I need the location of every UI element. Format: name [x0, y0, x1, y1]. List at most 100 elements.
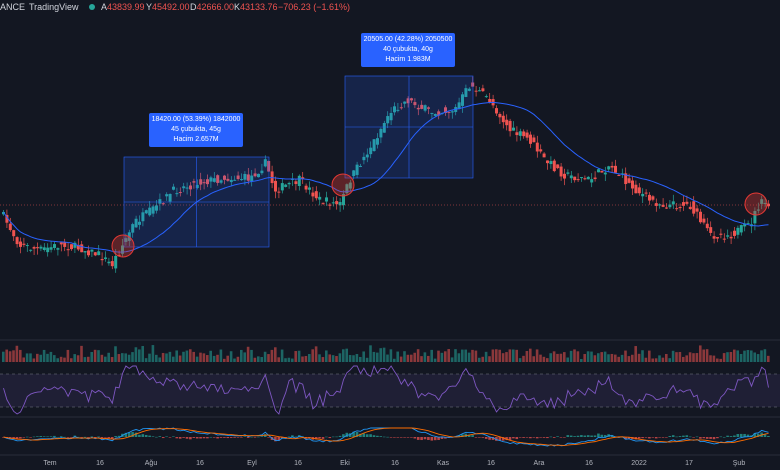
candle-body: [617, 175, 621, 177]
candle-body: [338, 202, 342, 206]
macd-bar: [151, 436, 155, 437]
candle-body: [753, 210, 757, 224]
candle-body: [233, 179, 237, 181]
candle-body: [22, 243, 26, 245]
macd-bar: [192, 437, 196, 438]
macd-bar: [263, 434, 267, 437]
volume-bar: [73, 354, 76, 362]
candle-body: [739, 225, 743, 233]
macd-bar: [685, 435, 689, 437]
candle-body: [515, 132, 519, 136]
macd-bar: [56, 436, 60, 438]
candle-body: [5, 214, 9, 223]
chart-header: ANCE TradingView A43839.99 Y45492.00 D42…: [0, 0, 780, 14]
macd-bar: [365, 434, 369, 437]
candle-body: [93, 252, 97, 256]
volume-bar: [416, 349, 420, 362]
macd-bar: [597, 433, 600, 437]
candle-body: [376, 138, 379, 145]
candle-body: [403, 101, 407, 104]
volume-bar: [212, 355, 216, 362]
volume-bar: [413, 352, 416, 362]
macd-bar: [22, 437, 26, 438]
measure-boxes: [123, 75, 474, 248]
macd-bar: [386, 436, 389, 438]
candle-body: [675, 208, 679, 210]
macd-bar: [100, 437, 104, 439]
volume-bar: [512, 349, 515, 362]
candle-body: [36, 247, 39, 249]
macd-bar: [294, 436, 298, 438]
volume-bar: [348, 355, 352, 362]
volume-bar: [168, 351, 172, 362]
candle-body: [546, 160, 549, 164]
macd-bar: [355, 431, 359, 437]
candle-body: [688, 206, 692, 210]
volume-bar: [685, 355, 688, 362]
volume-bar: [508, 349, 512, 362]
candle-body: [389, 112, 393, 121]
macd-bar: [410, 437, 413, 438]
macd-bar: [743, 433, 746, 437]
candle-body: [192, 181, 196, 183]
x-axis-label: Eyl: [247, 460, 257, 467]
volume-bar: [331, 355, 335, 362]
volume-bar: [199, 352, 202, 362]
candle-body: [287, 182, 291, 185]
macd-bar: [379, 436, 383, 437]
macd-bar: [277, 437, 281, 441]
macd-bar: [467, 434, 471, 437]
volume-bar: [692, 353, 695, 362]
macd-bar: [709, 437, 712, 439]
candle-body: [702, 218, 706, 223]
candle-body: [433, 113, 437, 116]
ohlc-open: A43839.99: [101, 2, 145, 12]
volume-bar: [100, 354, 104, 362]
volume-bar: [87, 356, 90, 362]
macd-bar: [117, 435, 121, 437]
macd-bar: [148, 435, 151, 437]
macd-bar: [335, 436, 338, 438]
volume-bar: [620, 354, 624, 362]
macd-bar: [484, 437, 488, 439]
macd-bar: [651, 437, 655, 438]
volume-bar: [342, 349, 345, 362]
candle-body: [382, 123, 386, 133]
macd-bar: [641, 437, 644, 439]
volume-bar: [236, 356, 240, 362]
volume-bar: [767, 355, 770, 362]
candle-body: [586, 176, 590, 180]
volume-bar: [396, 351, 399, 362]
macd-bar: [314, 437, 318, 440]
macd-bar: [338, 435, 342, 437]
volume-bar: [722, 353, 726, 362]
volume-bar: [165, 353, 168, 362]
candle-body: [576, 179, 580, 181]
volume-bar: [294, 351, 297, 362]
macd-bar: [481, 437, 485, 438]
macd-bar: [702, 437, 706, 439]
candle-body: [335, 201, 339, 205]
volume-bar: [260, 357, 263, 362]
candle-body: [665, 207, 668, 209]
macd-bar: [114, 435, 117, 437]
candle-body: [212, 178, 216, 182]
candle-body: [444, 107, 447, 113]
candle-body: [253, 173, 257, 177]
macd-bar: [246, 437, 250, 438]
macd-bar: [559, 437, 563, 438]
candle-body: [461, 94, 464, 106]
candle-body: [597, 169, 600, 173]
candle-body: [699, 211, 702, 223]
candle-body: [199, 179, 203, 185]
candle-body: [25, 245, 29, 247]
macd-bar: [515, 437, 519, 440]
candle-body: [229, 179, 233, 183]
candle-body: [372, 139, 376, 152]
macd-bar: [158, 436, 162, 437]
candle-body: [542, 153, 546, 158]
candle-body: [348, 182, 352, 189]
candle-body: [590, 179, 594, 183]
volume-bar: [379, 348, 382, 362]
